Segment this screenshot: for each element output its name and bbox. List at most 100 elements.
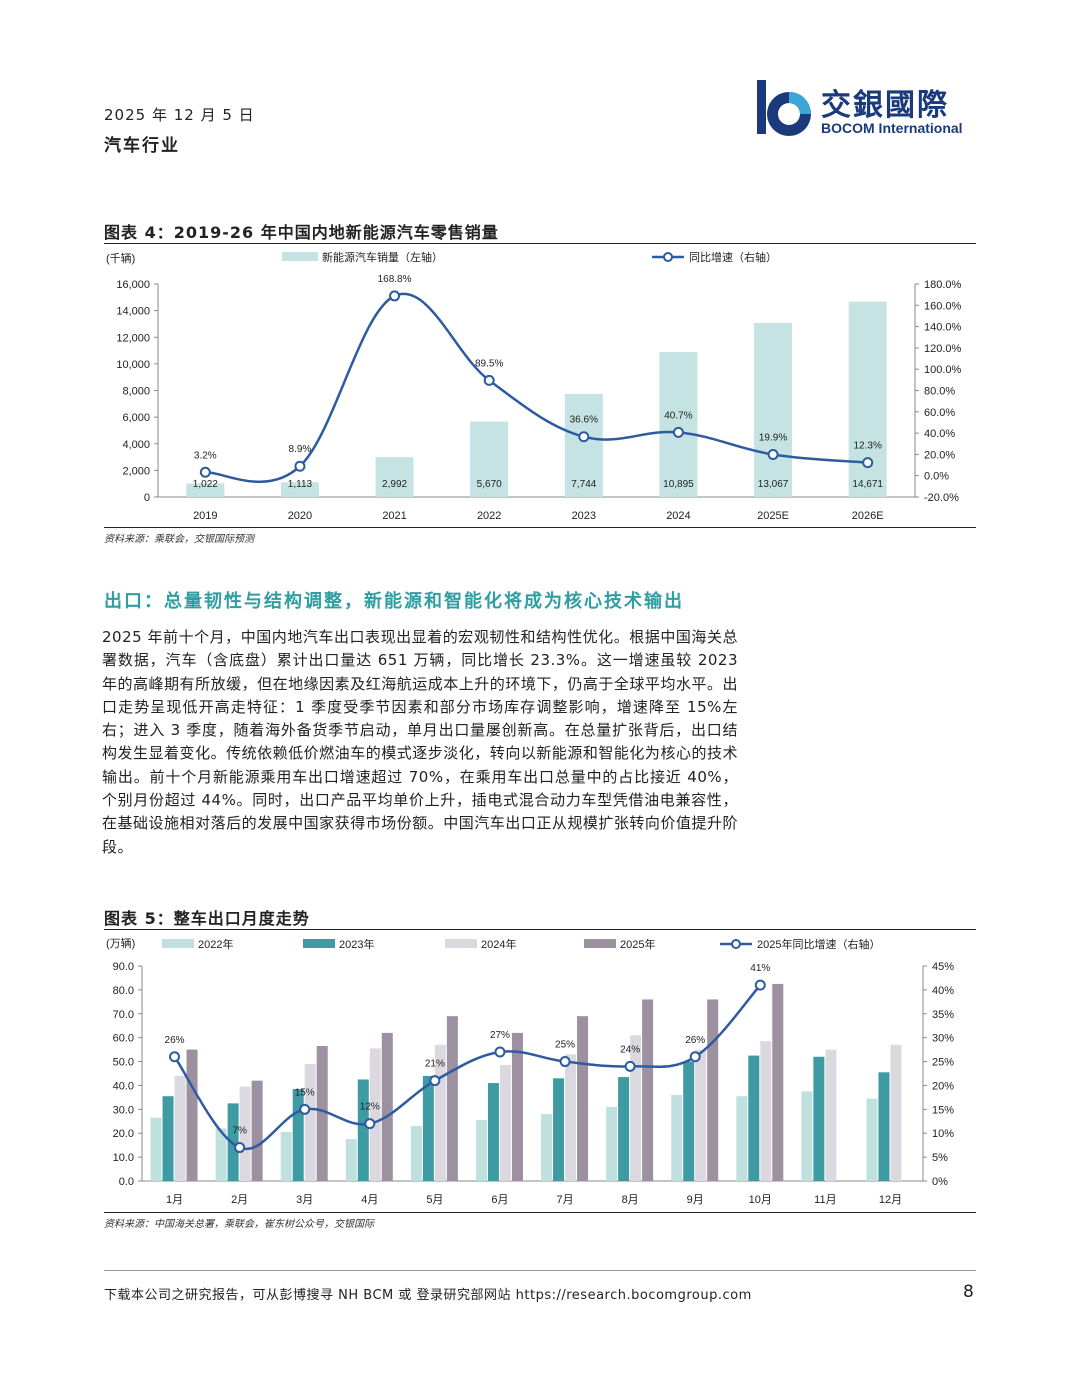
growth-rate-data-label: 41% bbox=[750, 963, 770, 974]
legend-label: 同比增速（右轴） bbox=[689, 250, 777, 264]
left-axis-tick-label: 4,000 bbox=[122, 439, 150, 451]
right-axis-tick-label: 20.0% bbox=[924, 449, 955, 461]
bar bbox=[553, 1078, 565, 1181]
x-axis-tick-label: 4月 bbox=[361, 1194, 378, 1206]
x-axis-tick-label: 9月 bbox=[687, 1194, 704, 1206]
bar bbox=[671, 1095, 683, 1181]
right-axis-tick-label: 10% bbox=[932, 1128, 954, 1140]
left-axis-tick-label: 0 bbox=[144, 492, 150, 504]
footer-text: 下载本公司之研究报告，可从彭博搜寻 NH BCM 或 登录研究部网站 https… bbox=[104, 1288, 752, 1303]
right-axis-tick-label: 120.0% bbox=[924, 343, 962, 355]
growth-rate-data-label: 26% bbox=[685, 1035, 705, 1046]
section-paragraph: 2025 年前十个月，中国内地汽车出口表现出显着的宏观韧性和结构性优化。根据中国… bbox=[102, 628, 738, 856]
figure4-chart: 0 2,000 4,000 6,000 8,000 10,000 12,000 14,000 1… bbox=[106, 250, 962, 522]
bar bbox=[825, 1049, 837, 1181]
growth-rate-data-label: 3.2% bbox=[194, 450, 217, 461]
growth-rate-data-label: 7% bbox=[232, 1126, 247, 1137]
right-axis-tick-label: 35% bbox=[932, 1009, 954, 1021]
growth-rate-data-label: 26% bbox=[165, 1035, 185, 1046]
legend-label: 2025年 bbox=[620, 937, 655, 951]
bar bbox=[410, 1126, 422, 1181]
bar bbox=[174, 1075, 186, 1181]
left-axis-tick-label: 20.0 bbox=[113, 1128, 134, 1140]
x-axis-tick-label: 12月 bbox=[879, 1194, 902, 1206]
bar-data-label: 13,067 bbox=[758, 479, 789, 490]
legend-label: 新能源汽车销量（左轴） bbox=[322, 250, 443, 264]
right-axis-tick-label: 5% bbox=[932, 1152, 948, 1164]
growth-rate-line bbox=[173, 984, 762, 1151]
left-axis-tick-label: 2,000 bbox=[122, 465, 150, 477]
report-industry: 汽车行业 bbox=[104, 136, 180, 156]
growth-rate-point bbox=[364, 1118, 376, 1130]
bar bbox=[475, 1120, 487, 1181]
bar bbox=[239, 1086, 251, 1181]
growth-rate-point bbox=[672, 426, 684, 438]
bar bbox=[866, 1098, 878, 1181]
footer-rule bbox=[104, 1270, 976, 1271]
x-axis-tick-label: 7月 bbox=[556, 1194, 573, 1206]
bocom-logo: 交銀國際 BOCOM International bbox=[755, 78, 985, 142]
bar bbox=[565, 1054, 577, 1181]
bar bbox=[760, 1041, 772, 1181]
growth-rate-point bbox=[429, 1075, 441, 1087]
bar bbox=[369, 1048, 381, 1181]
right-axis-tick-label: 0.0% bbox=[924, 471, 949, 483]
growth-rate-data-label: 168.8% bbox=[378, 274, 412, 285]
bar bbox=[446, 1016, 458, 1181]
x-axis-tick-label: 5月 bbox=[426, 1194, 443, 1206]
right-axis-tick-label: 80.0% bbox=[924, 386, 955, 398]
left-axis-tick-label: 80.0 bbox=[113, 985, 134, 997]
bar bbox=[606, 1106, 618, 1181]
bar-data-label: 7,744 bbox=[571, 479, 596, 490]
left-axis-tick-label: 16,000 bbox=[116, 279, 150, 291]
x-axis-tick-label: 1月 bbox=[166, 1194, 183, 1206]
figure5-bottom-rule bbox=[104, 1212, 976, 1213]
section-title: 出口：总量韧性与结构调整，新能源和智能化将成为核心技术输出 bbox=[104, 591, 684, 612]
logo-chinese-name: 交銀國際 bbox=[821, 88, 949, 123]
growth-rate-data-label: 21% bbox=[425, 1059, 445, 1070]
bar bbox=[695, 1049, 707, 1181]
right-axis-tick-label: 40.0% bbox=[924, 428, 955, 440]
x-axis-tick-label: 2025E bbox=[757, 510, 789, 522]
left-axis-tick-label: 12,000 bbox=[116, 332, 150, 344]
figure4-title: 图表 4：2019-26 年中国内地新能源汽车零售销量 bbox=[104, 223, 499, 242]
right-axis-tick-label: 180.0% bbox=[924, 279, 962, 291]
bar bbox=[316, 1046, 328, 1181]
growth-rate-data-label: 36.6% bbox=[570, 415, 598, 426]
left-axis-tick-label: 10.0 bbox=[113, 1152, 134, 1164]
bar bbox=[375, 457, 414, 497]
bar bbox=[186, 483, 225, 497]
x-axis-tick-label: 2024 bbox=[666, 510, 690, 522]
bar bbox=[434, 1044, 446, 1181]
bar bbox=[292, 1089, 304, 1181]
growth-rate-line bbox=[205, 292, 868, 484]
growth-rate-data-label: 12.3% bbox=[854, 441, 882, 452]
growth-rate-data-label: 27% bbox=[490, 1030, 510, 1041]
right-axis-tick-label: 160.0% bbox=[924, 300, 962, 312]
left-axis-tick-label: 30.0 bbox=[113, 1104, 134, 1116]
page-number: 8 bbox=[963, 1282, 974, 1302]
x-axis-tick-label: 10月 bbox=[749, 1194, 772, 1206]
x-axis-tick-label: 2023 bbox=[572, 510, 596, 522]
report-date: 2025 年 12 月 5 日 bbox=[104, 106, 255, 124]
right-axis-tick-label: 20% bbox=[932, 1080, 954, 1092]
bar bbox=[251, 1080, 263, 1181]
bar bbox=[736, 1096, 748, 1181]
growth-rate-point bbox=[169, 1051, 181, 1063]
legend-line-marker bbox=[663, 252, 673, 262]
bar bbox=[162, 1096, 174, 1181]
growth-rate-point bbox=[494, 1046, 506, 1058]
bar bbox=[499, 1065, 511, 1181]
left-axis-tick-label: 50.0 bbox=[113, 1057, 134, 1069]
left-axis-tick-label: 8,000 bbox=[122, 386, 150, 398]
bar bbox=[878, 1072, 890, 1181]
right-axis-tick-label: 30% bbox=[932, 1033, 954, 1045]
growth-rate-point bbox=[689, 1051, 701, 1063]
right-axis-tick-label: -20.0% bbox=[924, 492, 959, 504]
bar-data-label: 10,895 bbox=[663, 479, 694, 490]
legend-label: 2024年 bbox=[481, 937, 516, 951]
x-axis-tick-label: 3月 bbox=[296, 1194, 313, 1206]
bar bbox=[304, 1063, 316, 1181]
growth-rate-point bbox=[624, 1060, 636, 1072]
right-axis-tick-label: 40% bbox=[932, 985, 954, 997]
